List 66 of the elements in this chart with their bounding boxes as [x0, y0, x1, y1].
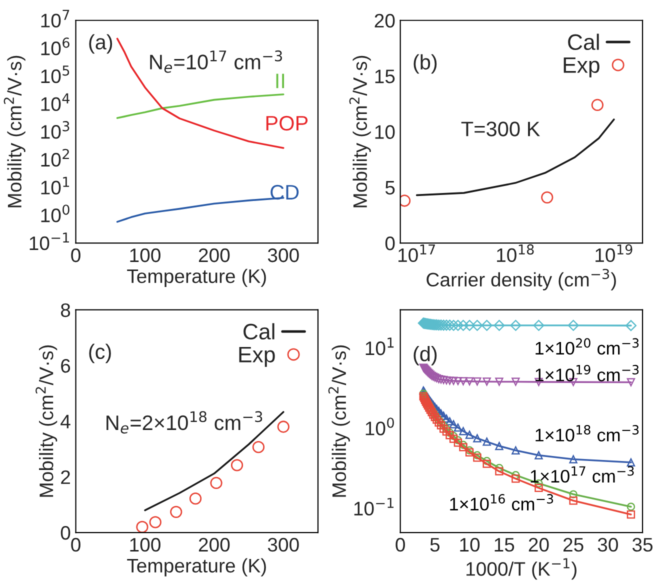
y-tick-label: 0: [60, 526, 70, 540]
x-tick-label: 30: [598, 538, 618, 552]
y-tick-label: 10: [375, 125, 395, 139]
x-tick-label: 200: [198, 248, 230, 262]
annotation: (c): [89, 344, 111, 364]
x-tick-label: 20: [528, 538, 549, 552]
legend-label: Cal: [244, 323, 274, 340]
y-tick-label: 10$^{4}$: [41, 93, 70, 111]
y-tick-label: 8: [60, 303, 70, 318]
series-label: 1×10$^{19}$ cm$^{−3}$: [536, 364, 639, 382]
y-tick-label: 5: [385, 181, 395, 195]
x-tick-label: 10$^{17}$: [398, 244, 435, 262]
series-label: 1×10$^{20}$ cm$^{−3}$: [536, 338, 639, 355]
x-tick-label: 300: [268, 248, 299, 262]
x-tick-label: 100: [130, 538, 160, 552]
x-tick-label: 200: [198, 538, 230, 552]
x-axis-title: 1000/T (K$^{−1}$): [466, 558, 576, 580]
y-tick-label: 10$^{−1}$: [354, 498, 394, 516]
y-tick-label: 10$^{−1}$: [30, 232, 69, 250]
x-tick-label: 15: [494, 538, 514, 552]
y-tick-label: 10$^{3}$: [41, 121, 70, 139]
y-axis-title: Mobility (cm$^{2}$/V·s): [328, 345, 350, 497]
x-tick-label: 10: [460, 538, 480, 552]
y-axis-title: Mobility (cm$^{2}$/V·s): [349, 56, 371, 208]
y-tick-label: 10$^{0}$: [366, 418, 394, 436]
x-tick-label: 5: [430, 538, 440, 552]
legend-label: Exp: [564, 57, 600, 78]
y-tick-label: 2: [61, 470, 70, 484]
series-label: 1×10$^{18}$ cm$^{−3}$: [536, 425, 639, 442]
y-tick-label: 10$^{1}$: [366, 338, 394, 356]
x-tick-label: 10$^{19}$: [596, 244, 632, 262]
x-axis-title: Temperature (K): [127, 558, 266, 576]
x-tick-label: 25: [563, 538, 584, 552]
y-tick-label: 4: [60, 414, 70, 428]
x-tick-label: 35: [632, 538, 653, 552]
y-tick-label: 15: [375, 70, 395, 84]
annotation: T=300 K: [461, 122, 540, 136]
legend-label: Cal: [568, 34, 599, 50]
y-tick-label: 10$^{7}$: [41, 10, 70, 28]
y-tick-label: 10$^{5}$: [41, 66, 70, 84]
annotation: (d): [414, 346, 437, 366]
series-label: 1×10$^{17}$ cm$^{−3}$: [530, 466, 634, 483]
series-label: POP: [266, 116, 308, 131]
x-tick-label: 10$^{18}$: [497, 244, 534, 262]
annotation: N$_{e}$=10$^{17}$ cm$^{−3}$: [150, 50, 282, 73]
x-axis-title: Carrier density (cm$^{−3}$): [426, 268, 616, 290]
annotation: (a): [89, 34, 112, 54]
annotation: (b): [414, 54, 437, 74]
x-tick-label: 300: [268, 538, 299, 552]
x-tick-label: 100: [130, 248, 160, 262]
legend-label: Exp: [239, 346, 275, 367]
x-tick-label: 0: [71, 248, 80, 262]
x-axis-title: Temperature (K): [127, 268, 266, 287]
y-axis-title: Mobility (cm$^{2}$/V·s): [36, 345, 58, 497]
series-label: II: [276, 74, 284, 88]
x-tick-label: 0: [396, 538, 405, 552]
annotation: N$_{e}$=2×10$^{18}$ cm$^{−3}$: [106, 411, 262, 434]
y-tick-label: 10$^{1}$: [41, 176, 70, 194]
y-tick-label: 6: [61, 358, 70, 373]
y-tick-label: 10$^{6}$: [41, 38, 70, 56]
y-axis-title: Mobility (cm$^{2}$/V·s): [4, 56, 26, 208]
x-tick-label: 0: [71, 538, 80, 552]
y-tick-label: 10$^{0}$: [41, 204, 70, 222]
y-tick-label: 20: [374, 14, 395, 28]
y-tick-label: 10$^{2}$: [41, 148, 69, 167]
series-label: 1×10$^{16}$ cm$^{−3}$: [450, 494, 554, 511]
